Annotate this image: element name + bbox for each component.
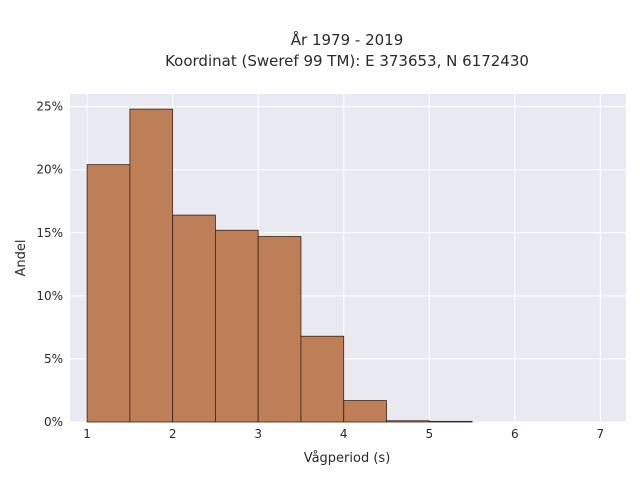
y-axis-ticks: 0% 5% 10% 15% 20% 25% bbox=[36, 100, 63, 429]
y-tick-label: 20% bbox=[36, 163, 63, 177]
y-tick-label: 5% bbox=[44, 352, 63, 366]
x-tick-label: 2 bbox=[169, 427, 177, 441]
x-tick-label: 3 bbox=[254, 427, 262, 441]
x-axis-label: Vågperiod (s) bbox=[304, 451, 391, 466]
x-axis-ticks: 1 2 3 4 5 6 7 bbox=[83, 427, 604, 441]
x-tick-label: 4 bbox=[340, 427, 348, 441]
chart-title-line2: Koordinat (Sweref 99 TM): E 373653, N 61… bbox=[165, 52, 529, 70]
histogram-bar bbox=[129, 108, 174, 423]
x-tick-label: 6 bbox=[511, 427, 519, 441]
x-tick-label: 5 bbox=[425, 427, 433, 441]
histogram-bar bbox=[172, 214, 216, 423]
histogram-bar bbox=[386, 420, 430, 423]
histogram-bar bbox=[428, 420, 473, 423]
x-tick-label: 7 bbox=[597, 427, 605, 441]
histogram-bar bbox=[86, 164, 131, 423]
chart-title-line1: År 1979 - 2019 bbox=[291, 30, 404, 49]
histogram-bar bbox=[300, 335, 345, 423]
y-tick-label: 10% bbox=[36, 289, 63, 303]
histogram-bar bbox=[215, 229, 259, 423]
histogram-bar bbox=[257, 236, 302, 423]
histogram-bar bbox=[343, 400, 387, 423]
x-tick-label: 1 bbox=[83, 427, 91, 441]
y-tick-label: 0% bbox=[44, 415, 63, 429]
y-tick-label: 15% bbox=[36, 226, 63, 240]
plot-area bbox=[70, 94, 626, 423]
y-tick-label: 25% bbox=[36, 100, 63, 114]
y-axis-label: Andel bbox=[14, 240, 29, 277]
